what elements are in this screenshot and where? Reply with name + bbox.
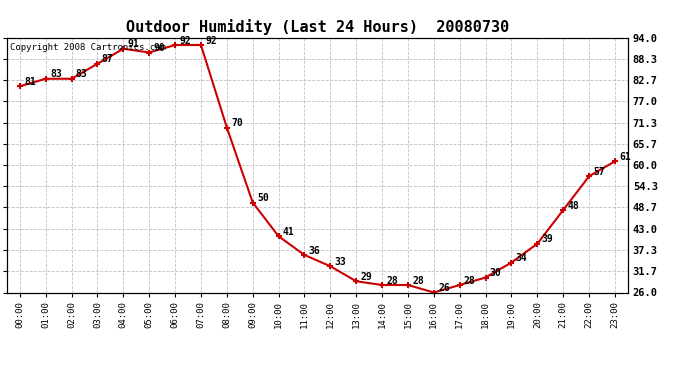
Text: 28: 28 — [412, 276, 424, 286]
Text: 70: 70 — [231, 118, 243, 128]
Text: 83: 83 — [76, 69, 88, 80]
Text: 28: 28 — [464, 276, 475, 286]
Text: 87: 87 — [101, 54, 113, 64]
Text: 92: 92 — [205, 36, 217, 46]
Text: 50: 50 — [257, 193, 268, 203]
Text: 33: 33 — [335, 257, 346, 267]
Text: 48: 48 — [567, 201, 579, 211]
Text: 26: 26 — [438, 283, 450, 293]
Text: 34: 34 — [515, 253, 527, 263]
Text: Copyright 2008 Cartronics.com: Copyright 2008 Cartronics.com — [10, 43, 166, 52]
Text: 29: 29 — [360, 272, 372, 282]
Text: 28: 28 — [386, 276, 398, 286]
Text: 41: 41 — [283, 227, 295, 237]
Text: 83: 83 — [50, 69, 61, 80]
Text: 36: 36 — [308, 246, 320, 256]
Text: 30: 30 — [490, 268, 502, 278]
Text: 81: 81 — [24, 77, 36, 87]
Text: 91: 91 — [128, 39, 139, 50]
Text: 61: 61 — [619, 152, 631, 162]
Text: 90: 90 — [153, 43, 165, 53]
Text: 92: 92 — [179, 36, 191, 46]
Title: Outdoor Humidity (Last 24 Hours)  20080730: Outdoor Humidity (Last 24 Hours) 2008073… — [126, 19, 509, 35]
Text: 57: 57 — [593, 167, 605, 177]
Text: 39: 39 — [542, 234, 553, 244]
